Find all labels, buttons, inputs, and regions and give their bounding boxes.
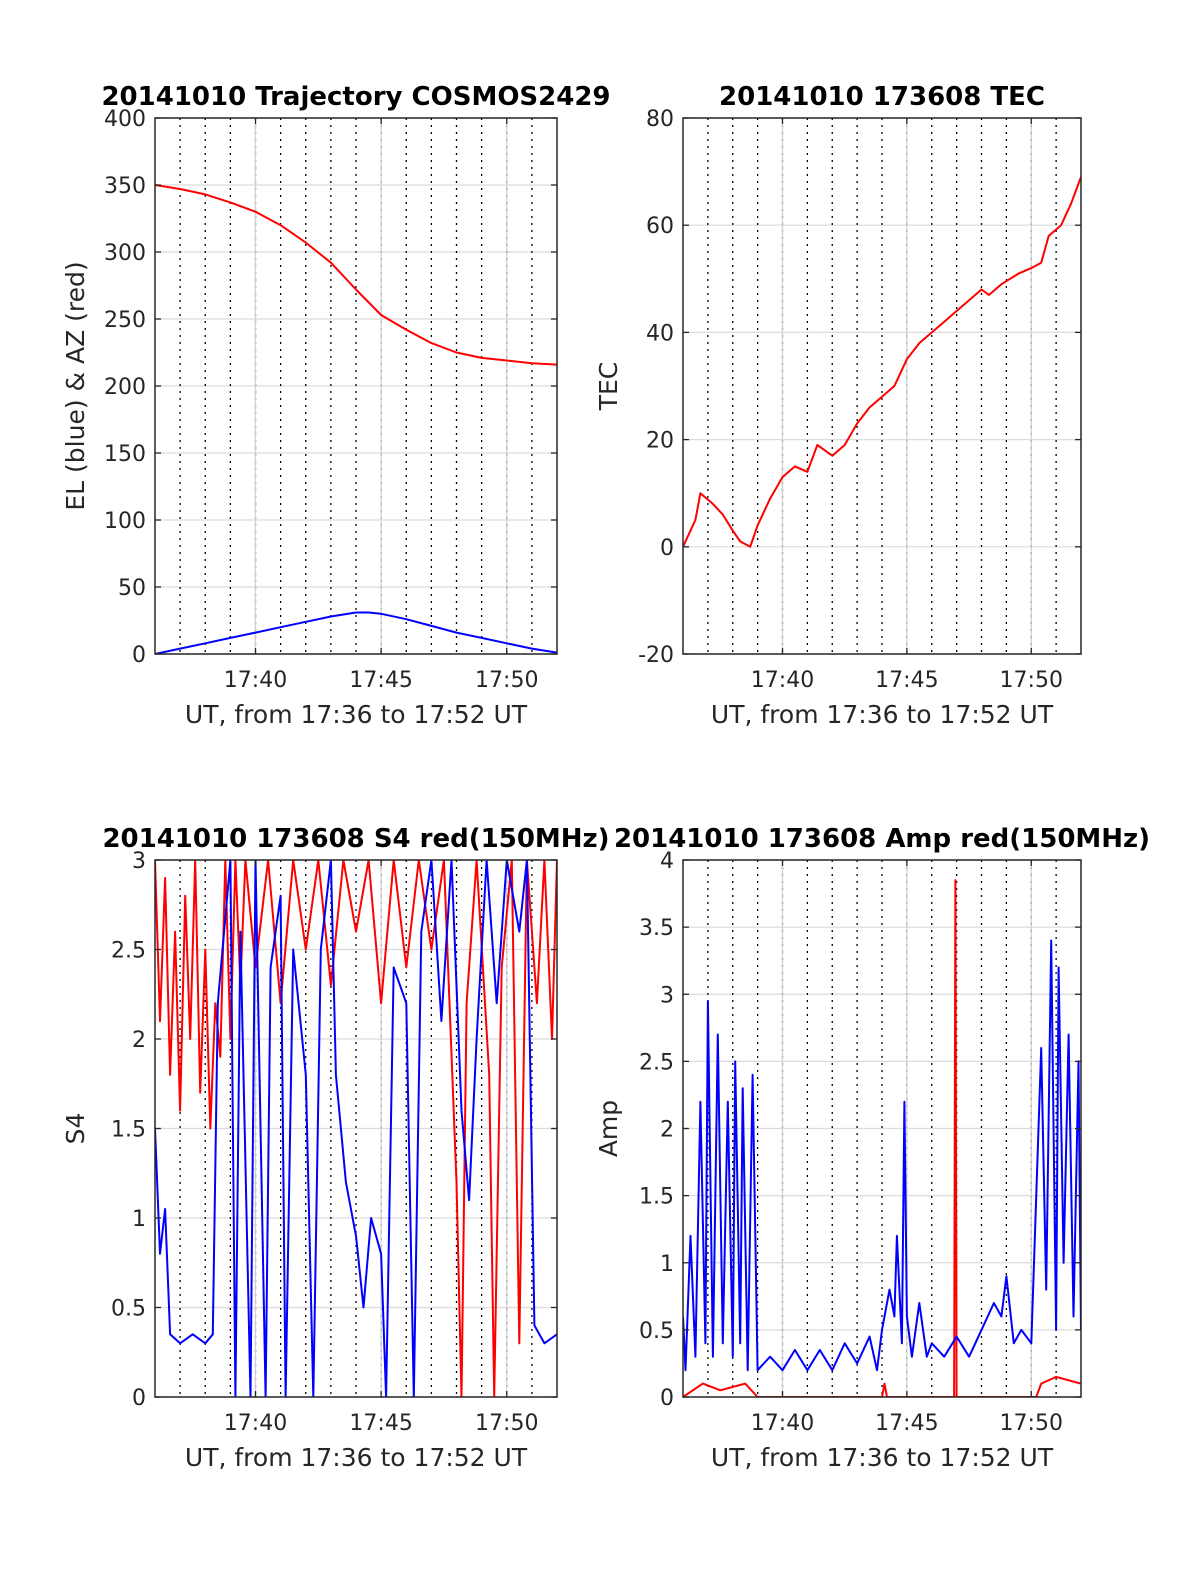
- amp-y-tick-label: 2: [660, 1118, 674, 1143]
- trajectory-x-axis-label: UT, from 17:36 to 17:52 UT: [185, 700, 528, 729]
- amp-series-line-1: [683, 939, 1081, 1372]
- amp-title: 20141010 173608 Amp red(150MHz): [614, 824, 1150, 854]
- amp-y-tick-label: 3.5: [639, 916, 674, 941]
- trajectory-series-line-0: [155, 184, 557, 366]
- tec-y-tick-label: 80: [646, 107, 674, 132]
- s4-x-axis-label: UT, from 17:36 to 17:52 UT: [185, 1443, 528, 1472]
- trajectory-y-tick-label: 0: [132, 643, 146, 668]
- tec-axes-box: [682, 117, 1082, 655]
- s4-y-tick-label: 1: [132, 1207, 146, 1232]
- amp-y-tick-label: 0.5: [639, 1319, 674, 1344]
- trajectory-y-tick-label: 50: [118, 576, 146, 601]
- s4-panel: 0 0.5 1 1.5 2 2.5 3 17:40 17:45 17:50 20141010 173…: [61, 824, 610, 1472]
- trajectory-title: 20141010 Trajectory COSMOS2429: [101, 82, 610, 112]
- trajectory-x-tick-label: 17:45: [349, 668, 412, 693]
- amp-y-axis-label: Amp: [594, 1100, 623, 1157]
- trajectory-y-tick-label: 150: [104, 442, 146, 467]
- s4-y-tick-label: 3: [132, 849, 146, 874]
- trajectory-x-tick-label: 17:50: [475, 668, 538, 693]
- amp-x-tick-label: 17:40: [751, 1411, 814, 1436]
- s4-x-tick-label: 17:45: [349, 1411, 412, 1436]
- trajectory-series-line-1: [155, 611, 557, 654]
- trajectory-y-tick-label: 400: [104, 107, 146, 132]
- amp-y-tick-label: 4: [660, 849, 674, 874]
- tec-y-tick-label: 0: [660, 536, 674, 561]
- tec-y-axis-label: TEC: [594, 362, 623, 412]
- tec-x-axis-label: UT, from 17:36 to 17:52 UT: [711, 700, 1054, 729]
- tec-x-tick-label: 17:50: [1000, 668, 1063, 693]
- s4-series-line-1: [155, 860, 557, 1397]
- trajectory-y-axis-label: EL (blue) & AZ (red): [61, 261, 90, 510]
- amp-x-tick-label: 17:45: [875, 1411, 938, 1436]
- tec-x-tick-label: 17:40: [751, 668, 814, 693]
- amp-y-tick-label: 3: [660, 983, 674, 1008]
- s4-y-tick-label: 1.5: [111, 1118, 146, 1143]
- tec-y-tick-label: 60: [646, 214, 674, 239]
- trajectory-y-tick-label: 250: [104, 308, 146, 333]
- s4-y-axis-label: S4: [61, 1113, 90, 1145]
- tec-x-tick-label: 17:45: [875, 668, 938, 693]
- tec-series-line-0: [683, 176, 1081, 548]
- s4-y-tick-label: 0: [132, 1386, 146, 1411]
- trajectory-y-tick-label: 350: [104, 174, 146, 199]
- tec-panel: -20 0 20 40 60 80 17:40 17:45 17:50 20141010 1736…: [594, 82, 1082, 729]
- amp-series-line-0: [683, 879, 1081, 1397]
- amp-y-tick-label: 1.5: [639, 1185, 674, 1210]
- amp-y-tick-label: 2.5: [639, 1050, 674, 1075]
- s4-x-tick-label: 17:40: [224, 1411, 287, 1436]
- trajectory-y-tick-label: 100: [104, 509, 146, 534]
- amp-y-tick-label: 0: [660, 1386, 674, 1411]
- trajectory-y-tick-label: 200: [104, 375, 146, 400]
- trajectory-panel: 0 50 100 150 200 250 300 350 400 17:40 17:45 17:50 2…: [61, 82, 611, 729]
- amp-x-axis-label: UT, from 17:36 to 17:52 UT: [711, 1443, 1054, 1472]
- tec-title: 20141010 173608 TEC: [719, 82, 1045, 112]
- trajectory-y-tick-label: 300: [104, 241, 146, 266]
- tec-y-tick-label: -20: [638, 643, 674, 668]
- s4-x-tick-label: 17:50: [475, 1411, 538, 1436]
- s4-y-tick-label: 0.5: [111, 1297, 146, 1322]
- tec-y-tick-label: 20: [646, 429, 674, 454]
- s4-y-tick-label: 2.5: [111, 939, 146, 964]
- trajectory-x-tick-label: 17:40: [224, 668, 287, 693]
- s4-title: 20141010 173608 S4 red(150MHz): [102, 824, 609, 854]
- amp-x-tick-label: 17:50: [1000, 1411, 1063, 1436]
- amp-panel: 0 0.5 1 1.5 2 2.5 3 3.5 4 17:40 17:45 17:50 20141010…: [594, 824, 1150, 1472]
- amp-y-tick-label: 1: [660, 1252, 674, 1277]
- s4-y-tick-label: 2: [132, 1028, 146, 1053]
- tec-y-tick-label: 40: [646, 321, 674, 346]
